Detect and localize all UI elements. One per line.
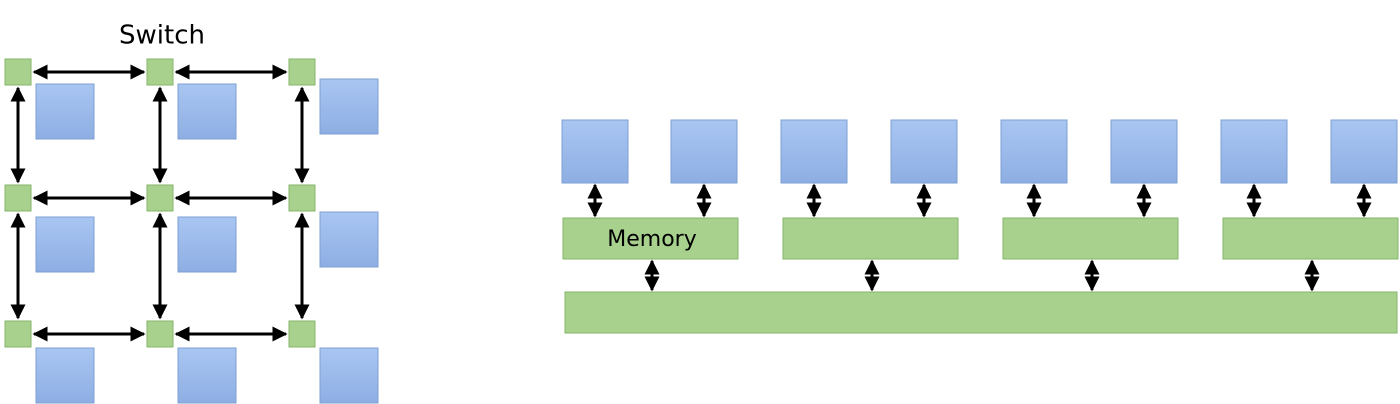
processor [1000,119,1068,184]
processor [35,216,95,273]
switch [146,320,174,348]
switch [4,58,32,86]
switch [288,320,316,348]
shapes [4,58,1399,404]
memory-bank [1222,217,1399,260]
switch [4,320,32,348]
processor [177,83,237,140]
switch [146,184,174,212]
processor [35,83,95,140]
switch [288,184,316,212]
processor [319,347,379,404]
processor [561,119,629,184]
processor [319,211,379,268]
processor [780,119,848,184]
processor [1110,119,1178,184]
processor [670,119,738,184]
processor [1220,119,1288,184]
memory-bank [562,217,739,260]
interconnect-bus [564,291,1398,334]
processor [177,216,237,273]
memory-bank [1002,217,1179,260]
processor [1330,119,1398,184]
processor [35,347,95,404]
switch [146,58,174,86]
switch-label: Switch [119,21,205,51]
memory-label: Memory [607,227,696,252]
processor [177,347,237,404]
switch [4,184,32,212]
processor [890,119,958,184]
memory-bank [782,217,959,260]
switch [288,58,316,86]
processor [319,78,379,135]
